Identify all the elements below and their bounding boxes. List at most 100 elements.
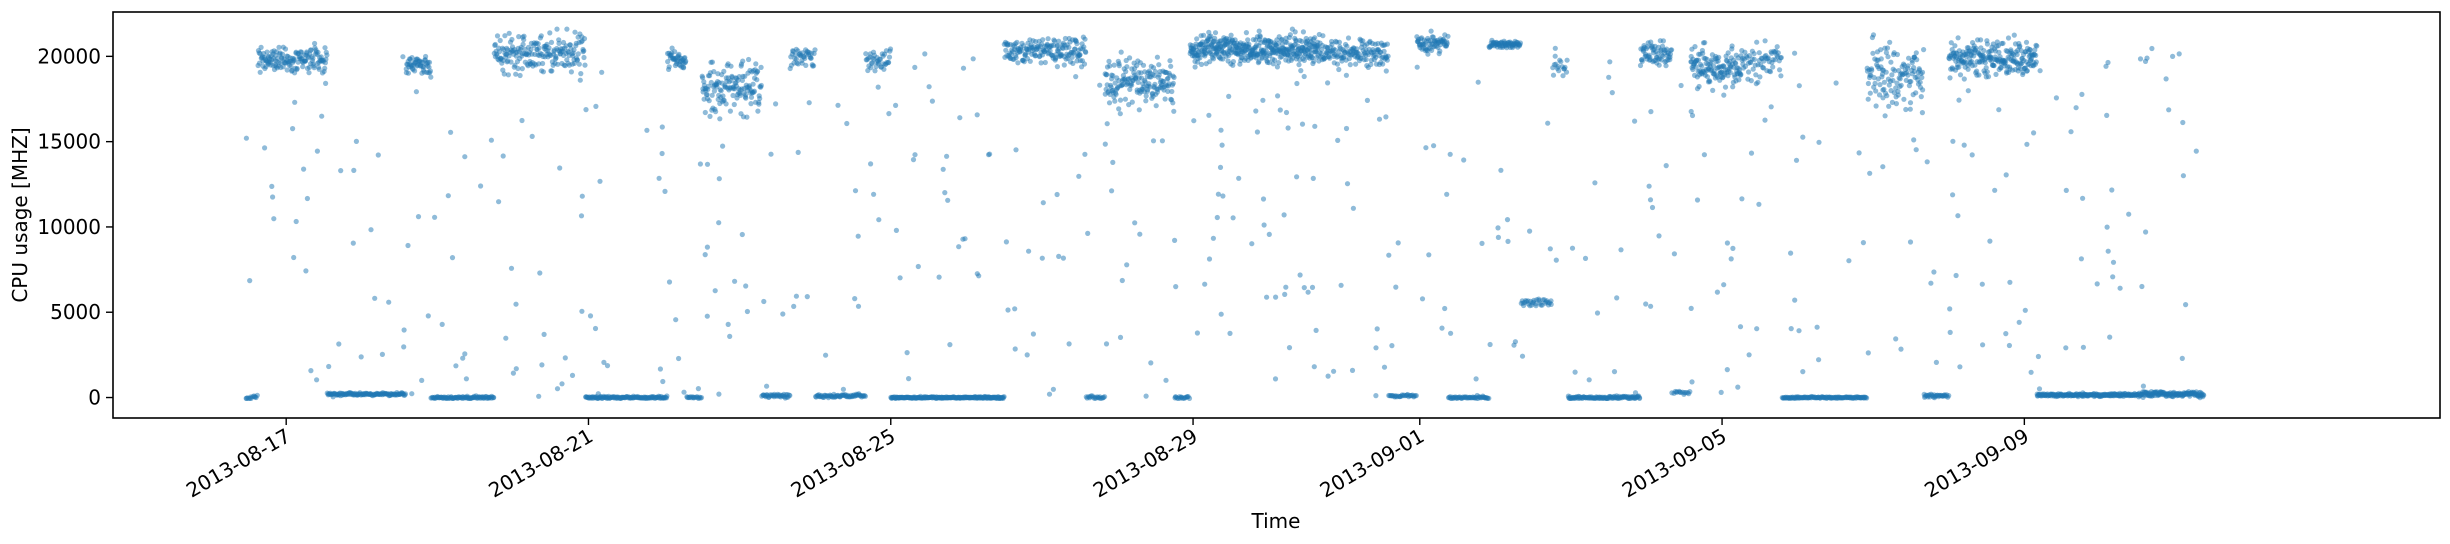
data-point [1519,353,1526,359]
data-point [1284,39,1290,46]
data-point [1555,64,1561,70]
data-point [1553,257,1559,263]
data-point [795,61,801,67]
data-point [986,152,992,158]
data-point [1545,120,1551,126]
data-point [1889,99,1895,105]
data-point [1748,78,1754,84]
data-point [2037,68,2043,74]
data-point [1969,152,1975,158]
data-point [1517,40,1523,46]
data-point [1384,57,1390,63]
data-point [1129,99,1135,105]
data-point [1135,79,1141,85]
data-point [581,36,588,42]
data-point [910,157,917,163]
data-point [572,29,578,35]
data-point [2180,173,2186,179]
data-point [731,101,737,108]
data-point [1913,147,1919,153]
data-point [2063,345,2069,351]
data-point [1154,54,1160,60]
data-point [1228,32,1234,38]
data-point [1218,311,1224,317]
data-point [1345,35,1352,41]
data-point [1996,49,2002,56]
data-point [659,150,665,157]
data-point [1186,395,1193,401]
data-point [744,308,751,315]
data-point [1109,188,1115,194]
data-point [1796,328,1802,334]
data-point [449,255,456,261]
data-point [1800,369,1806,375]
data-point [1974,68,1980,74]
data-point [1993,71,1999,77]
data-point [508,265,515,271]
data-point [1159,138,1165,144]
data-point [1003,47,1009,53]
data-point [1276,60,1282,66]
data-point [1207,59,1213,65]
data-point [1710,63,1717,69]
data-point [1792,297,1798,303]
data-point [1343,125,1350,132]
data-point [1110,73,1116,79]
data-point [314,148,320,154]
data-point [957,115,963,121]
data-point [1194,36,1200,42]
data-point [1354,55,1360,61]
data-point [2024,141,2030,147]
data-point [541,331,547,337]
data-point [1111,62,1117,68]
data-point [947,342,953,348]
data-point [2023,39,2030,45]
data-point [1054,64,1060,70]
data-point [1230,215,1236,221]
data-point [716,176,722,182]
data-point [1687,389,1693,395]
data-point [944,153,950,159]
data-point [1170,100,1176,106]
data-point [1884,93,1890,99]
data-point [1056,38,1062,44]
data-point [2003,331,2009,337]
data-point [2117,285,2123,291]
data-point [2166,107,2172,113]
data-point [1704,56,1710,63]
data-point [1301,285,1307,291]
data-point [1243,29,1249,36]
data-point [1688,108,1694,115]
data-point [266,60,272,66]
data-point [660,378,666,385]
data-point [1856,150,1862,156]
data-point [1793,157,1800,163]
data-point [599,69,605,75]
data-point [282,46,289,52]
data-point [855,233,861,239]
data-point [279,51,286,57]
data-point [1285,125,1291,131]
data-point [709,92,715,98]
data-point [1056,253,1062,259]
data-point [547,30,553,36]
data-point [1919,69,1926,75]
data-point [1116,61,1122,67]
data-point [728,63,734,69]
data-point [1395,240,1401,246]
data-point [372,295,378,301]
data-point [906,376,912,382]
data-point [2126,211,2132,217]
data-point [1592,180,1598,186]
data-point [743,283,749,289]
data-point [1748,150,1755,156]
data-point [1880,87,1886,93]
data-point [516,34,522,40]
data-point [535,41,541,47]
data-point [881,66,887,72]
data-point [2022,307,2028,313]
data-point [1075,53,1081,59]
data-point [559,381,565,387]
data-point [886,59,892,65]
data-point [569,372,576,378]
